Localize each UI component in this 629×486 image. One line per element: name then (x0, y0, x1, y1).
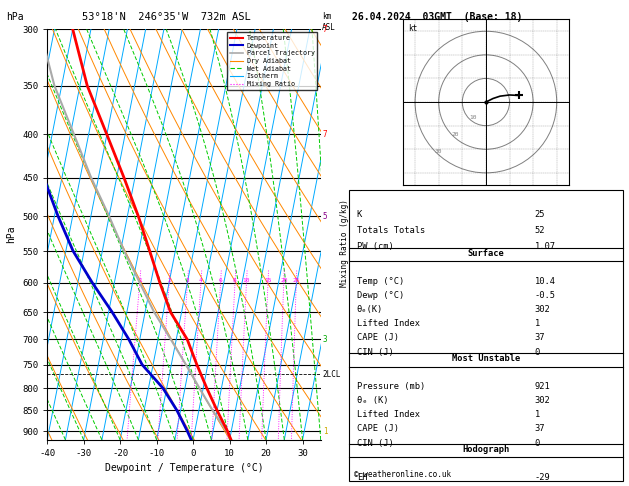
Text: 30: 30 (435, 149, 442, 154)
Text: 26.04.2024  03GMT  (Base: 18): 26.04.2024 03GMT (Base: 18) (352, 12, 523, 22)
Text: 25: 25 (535, 210, 545, 219)
Text: Surface: Surface (467, 249, 504, 258)
X-axis label: Dewpoint / Temperature (°C): Dewpoint / Temperature (°C) (104, 464, 264, 473)
Text: Hodograph: Hodograph (462, 445, 509, 454)
Text: PW (cm): PW (cm) (357, 243, 393, 251)
Text: -29: -29 (535, 473, 550, 482)
Text: Most Unstable: Most Unstable (452, 354, 520, 364)
Text: θₑ (K): θₑ (K) (357, 396, 388, 405)
Text: Mixing Ratio (g/kg): Mixing Ratio (g/kg) (340, 199, 348, 287)
Text: 20: 20 (452, 132, 459, 137)
Text: 0: 0 (535, 438, 540, 448)
Text: 10.4: 10.4 (535, 277, 555, 286)
Text: -0.5: -0.5 (535, 291, 555, 300)
Text: 37: 37 (535, 424, 545, 434)
Text: 3: 3 (186, 278, 189, 283)
Text: Lifted Index: Lifted Index (357, 319, 420, 329)
Text: 53°18'N  246°35'W  732m ASL: 53°18'N 246°35'W 732m ASL (82, 12, 251, 22)
Text: 921: 921 (535, 382, 550, 391)
Text: 302: 302 (535, 396, 550, 405)
Text: K: K (357, 210, 362, 219)
Text: 5: 5 (323, 212, 327, 221)
Text: Pressure (mb): Pressure (mb) (357, 382, 425, 391)
Text: 10: 10 (469, 115, 476, 120)
Text: 1.07: 1.07 (535, 243, 555, 251)
Y-axis label: hPa: hPa (6, 226, 16, 243)
Text: Temp (°C): Temp (°C) (357, 277, 404, 286)
Text: 1: 1 (535, 410, 540, 419)
Text: 0: 0 (535, 347, 540, 357)
Text: © weatheronline.co.uk: © weatheronline.co.uk (354, 469, 451, 479)
Text: 15: 15 (264, 278, 272, 283)
Text: Totals Totals: Totals Totals (357, 226, 425, 235)
Text: 4: 4 (199, 278, 203, 283)
Text: 7: 7 (323, 130, 327, 139)
Text: EH: EH (357, 473, 367, 482)
Text: CAPE (J): CAPE (J) (357, 424, 399, 434)
Text: 37: 37 (535, 333, 545, 343)
Text: hPa: hPa (6, 12, 24, 22)
Text: 3: 3 (323, 335, 327, 344)
Legend: Temperature, Dewpoint, Parcel Trajectory, Dry Adiabat, Wet Adiabat, Isotherm, Mi: Temperature, Dewpoint, Parcel Trajectory… (228, 33, 318, 90)
Text: 2: 2 (167, 278, 171, 283)
Text: kt: kt (408, 24, 417, 33)
Text: 20: 20 (280, 278, 287, 283)
Text: 302: 302 (535, 305, 550, 314)
Text: Lifted Index: Lifted Index (357, 410, 420, 419)
Text: Dewp (°C): Dewp (°C) (357, 291, 404, 300)
Text: 1: 1 (535, 319, 540, 329)
Text: 52: 52 (535, 226, 545, 235)
Text: CIN (J): CIN (J) (357, 347, 393, 357)
Text: 6: 6 (219, 278, 223, 283)
Text: CAPE (J): CAPE (J) (357, 333, 399, 343)
Text: 1: 1 (138, 278, 142, 283)
Text: 2LCL: 2LCL (323, 370, 341, 379)
Text: km
ASL: km ASL (322, 12, 336, 32)
Text: 25: 25 (292, 278, 300, 283)
Text: 10: 10 (243, 278, 250, 283)
Text: θₑ(K): θₑ(K) (357, 305, 383, 314)
Text: 1: 1 (323, 427, 327, 436)
Text: 7: 7 (323, 25, 327, 34)
Text: CIN (J): CIN (J) (357, 438, 393, 448)
Text: 8: 8 (233, 278, 237, 283)
